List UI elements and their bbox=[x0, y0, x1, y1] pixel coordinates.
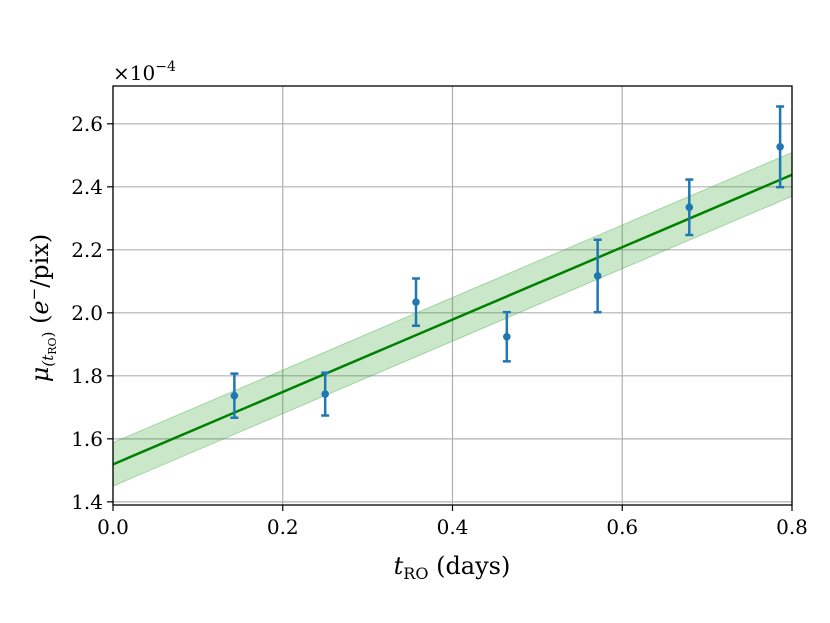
marker-2 bbox=[412, 298, 420, 306]
data-point-1 bbox=[321, 371, 330, 417]
x-tick-label-1: 0.2 bbox=[267, 515, 299, 539]
y-axis-label-rest-open: ( bbox=[26, 315, 54, 332]
marker-3 bbox=[503, 332, 511, 341]
marker-6 bbox=[776, 143, 784, 151]
y-offset-base: ×10 bbox=[113, 61, 155, 85]
y-axis-label-sub-close: ) bbox=[39, 332, 57, 338]
y-axis-label-sub-open: (t bbox=[39, 354, 57, 367]
y-tick-label-3: 2.0 bbox=[71, 301, 103, 325]
y-offset-exponent: −4 bbox=[155, 59, 176, 75]
x-axis-label: tRO (days) bbox=[394, 552, 511, 583]
y-axis-label-rest-close: /pix) bbox=[26, 234, 54, 288]
x-tick-label-2: 0.4 bbox=[437, 515, 469, 539]
y-tick-label-6: 2.6 bbox=[71, 112, 103, 136]
y-axis-ticks: 1.4 1.6 1.8 2.0 2.2 2.4 2.6 bbox=[71, 112, 113, 514]
y-axis-label-main: μ bbox=[26, 367, 54, 383]
y-offset-label: ×10−4 bbox=[113, 59, 176, 85]
x-tick-label-3: 0.6 bbox=[606, 515, 638, 539]
data-point-4 bbox=[593, 238, 602, 314]
data-point-3 bbox=[502, 310, 511, 363]
y-tick-label-1: 1.6 bbox=[71, 427, 103, 451]
data-point-6 bbox=[776, 105, 785, 189]
marker-5 bbox=[685, 203, 694, 212]
marker-4 bbox=[593, 272, 602, 280]
data-point-2 bbox=[412, 277, 421, 327]
y-axis-label-sup: − bbox=[25, 288, 43, 301]
y-tick-label-2: 1.8 bbox=[71, 364, 103, 388]
marker-0 bbox=[230, 391, 239, 400]
x-axis-label-rest: (days) bbox=[428, 552, 510, 580]
marker-1 bbox=[321, 390, 329, 398]
y-tick-label-4: 2.2 bbox=[71, 238, 103, 262]
data-point-0 bbox=[230, 372, 239, 419]
y-axis-label: μ(tRO) (e−/pix) bbox=[25, 234, 59, 382]
fit-line bbox=[112, 173, 793, 466]
data-points bbox=[230, 105, 785, 419]
y-axis-label-e: e bbox=[26, 300, 54, 314]
data-point-5 bbox=[685, 178, 694, 237]
x-tick-label-0: 0.0 bbox=[97, 515, 129, 539]
x-axis-label-sub: RO bbox=[403, 564, 428, 583]
y-tick-label-0: 1.4 bbox=[71, 490, 103, 514]
x-axis-ticks: 0.0 0.2 0.4 0.6 0.8 bbox=[97, 505, 808, 539]
x-tick-label-4: 0.8 bbox=[776, 515, 808, 539]
x-axis-label-main: t bbox=[394, 552, 404, 580]
y-axis-label-sub-sub: RO bbox=[46, 337, 59, 354]
y-tick-label-5: 2.4 bbox=[71, 175, 103, 199]
